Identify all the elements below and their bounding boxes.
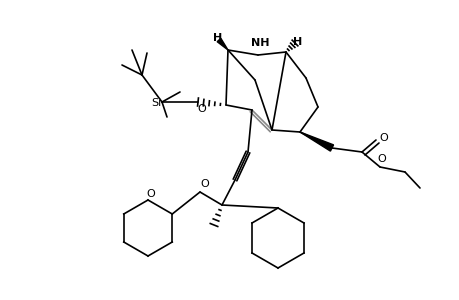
Text: H: H bbox=[213, 33, 222, 43]
Text: H: H bbox=[293, 37, 302, 47]
Polygon shape bbox=[217, 38, 228, 50]
Text: O: O bbox=[200, 179, 209, 189]
Text: O: O bbox=[197, 104, 206, 114]
Polygon shape bbox=[299, 132, 333, 151]
Text: O: O bbox=[379, 133, 387, 143]
Text: Si: Si bbox=[151, 98, 161, 108]
Text: O: O bbox=[146, 189, 155, 199]
Text: NH: NH bbox=[250, 38, 269, 48]
Text: O: O bbox=[377, 154, 386, 164]
